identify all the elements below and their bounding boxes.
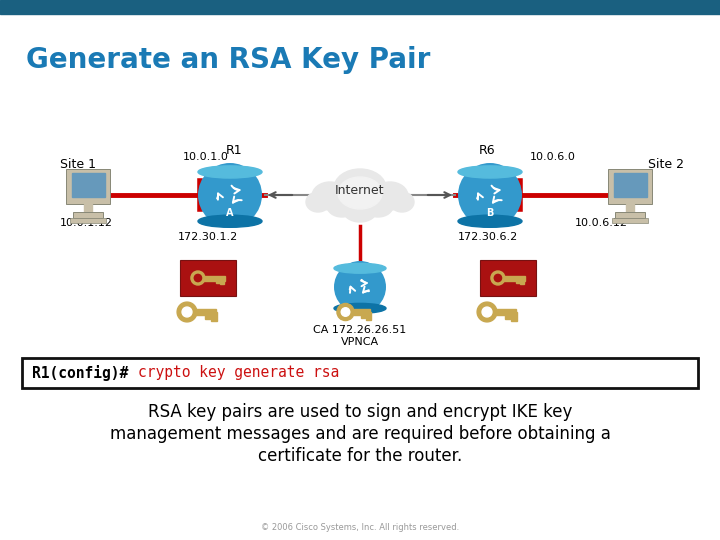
Text: RSA key pairs are used to sign and encrypt IKE key: RSA key pairs are used to sign and encry…: [148, 403, 572, 421]
Bar: [613, 218, 647, 223]
Circle shape: [341, 308, 350, 316]
Bar: [505, 312, 510, 319]
Ellipse shape: [306, 192, 330, 212]
Ellipse shape: [372, 182, 408, 210]
Circle shape: [337, 303, 354, 321]
Circle shape: [182, 307, 192, 317]
Circle shape: [334, 261, 386, 313]
Bar: [0, 0, 720, 14]
Bar: [73, 212, 104, 218]
Text: 10.0.1.12: 10.0.1.12: [60, 218, 113, 228]
Text: A: A: [226, 207, 234, 218]
Text: Generate an RSA Key Pair: Generate an RSA Key Pair: [26, 46, 431, 74]
Bar: [66, 169, 110, 204]
Bar: [198, 275, 225, 280]
Bar: [361, 312, 366, 318]
Bar: [615, 212, 645, 218]
Ellipse shape: [458, 215, 522, 227]
Text: Internet: Internet: [336, 184, 384, 197]
Bar: [71, 173, 104, 198]
Bar: [521, 278, 524, 284]
Bar: [84, 204, 92, 213]
Text: R1(config)#: R1(config)#: [32, 365, 137, 381]
Text: 10.0.6.12: 10.0.6.12: [575, 218, 628, 228]
Ellipse shape: [334, 169, 386, 207]
Ellipse shape: [363, 195, 393, 217]
Text: 10.0.6.0: 10.0.6.0: [530, 152, 576, 162]
Bar: [346, 309, 370, 315]
Bar: [216, 278, 220, 283]
Text: R6: R6: [479, 144, 495, 157]
Bar: [366, 312, 371, 320]
Circle shape: [477, 302, 497, 322]
Bar: [211, 312, 217, 321]
Text: 10.0.1.0: 10.0.1.0: [183, 152, 229, 162]
Ellipse shape: [334, 264, 386, 273]
Text: B: B: [486, 207, 494, 218]
Bar: [71, 218, 106, 223]
Ellipse shape: [390, 192, 414, 212]
Circle shape: [482, 307, 492, 317]
Circle shape: [177, 302, 197, 322]
Ellipse shape: [312, 182, 348, 210]
Ellipse shape: [327, 195, 357, 217]
Text: 172.30.6.2: 172.30.6.2: [458, 232, 518, 242]
Ellipse shape: [198, 166, 262, 178]
Bar: [498, 275, 525, 280]
Text: Site 2: Site 2: [648, 158, 684, 171]
Ellipse shape: [334, 303, 386, 313]
Text: certificate for the router.: certificate for the router.: [258, 447, 462, 465]
Bar: [516, 278, 520, 283]
Text: R1: R1: [225, 144, 243, 157]
Circle shape: [191, 271, 205, 285]
Bar: [608, 169, 652, 204]
Bar: [220, 278, 225, 284]
Bar: [187, 309, 215, 315]
Text: crypto key generate rsa: crypto key generate rsa: [138, 366, 339, 381]
Ellipse shape: [458, 166, 522, 178]
Text: © 2006 Cisco Systems, Inc. All rights reserved.: © 2006 Cisco Systems, Inc. All rights re…: [261, 523, 459, 532]
Text: 172.30.1.2: 172.30.1.2: [178, 232, 238, 242]
Bar: [613, 173, 647, 198]
Circle shape: [495, 274, 502, 282]
Text: CA 172.26.26.51
VPNCA: CA 172.26.26.51 VPNCA: [313, 325, 407, 347]
Bar: [480, 260, 536, 296]
Text: Site 1: Site 1: [60, 158, 96, 171]
Circle shape: [458, 163, 522, 227]
Bar: [204, 312, 210, 319]
Bar: [511, 312, 517, 321]
Bar: [180, 260, 236, 296]
Circle shape: [198, 163, 262, 227]
Bar: [22, 358, 698, 388]
Bar: [487, 309, 516, 315]
Ellipse shape: [198, 215, 262, 227]
Circle shape: [491, 271, 505, 285]
Text: management messages and are required before obtaining a: management messages and are required bef…: [109, 425, 611, 443]
Circle shape: [194, 274, 202, 282]
Ellipse shape: [338, 177, 382, 209]
Ellipse shape: [343, 198, 377, 222]
Bar: [626, 204, 634, 213]
